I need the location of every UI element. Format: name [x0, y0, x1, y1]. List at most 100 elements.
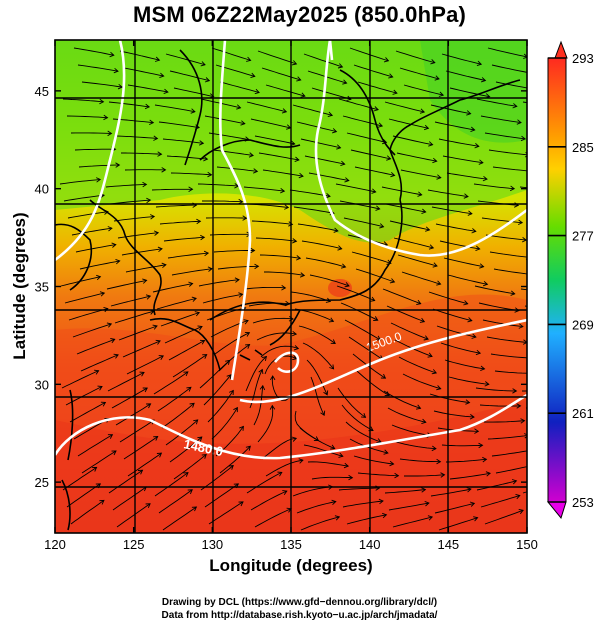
streamline-arrow — [245, 445, 251, 451]
streamline — [430, 104, 471, 115]
streamline-arrow — [340, 160, 346, 167]
streamline-arrow — [238, 198, 244, 205]
streamline-arrow — [189, 402, 195, 408]
streamline-arrow — [475, 349, 482, 356]
streamline — [209, 233, 251, 236]
x-axis-label: Longitude (degrees) — [209, 556, 373, 575]
streamline-arrow — [578, 88, 582, 93]
streamline — [349, 47, 389, 62]
streamline — [396, 152, 437, 162]
streamline — [484, 509, 524, 525]
streamline — [261, 437, 297, 460]
streamline — [202, 200, 243, 203]
streamline-arrow — [425, 226, 431, 232]
streamline-arrow — [250, 72, 256, 79]
streamline — [254, 508, 292, 528]
x-tick-label: 130 — [201, 537, 223, 552]
streamline-arrow — [430, 59, 436, 65]
streamline-arrow — [191, 506, 198, 512]
streamline-arrow — [465, 399, 471, 405]
streamline-arrow — [377, 122, 384, 128]
streamline — [382, 288, 421, 305]
streamline-arrow — [431, 445, 437, 452]
y-tick-label: 35 — [35, 280, 49, 295]
streamline — [307, 461, 349, 467]
streamline-arrow — [225, 359, 231, 365]
streamline-arrow — [392, 89, 398, 95]
streamline-arrow — [564, 511, 569, 515]
streamline — [445, 458, 487, 463]
streamline-arrow — [196, 218, 202, 225]
streamline — [164, 326, 203, 344]
streamline — [158, 121, 200, 128]
streamline — [155, 204, 197, 208]
streamline — [293, 206, 335, 214]
streamline-arrow — [92, 466, 98, 472]
streamline — [386, 305, 425, 323]
streamline — [439, 240, 480, 250]
streamline-arrow — [329, 364, 335, 370]
streamline — [302, 342, 334, 370]
streamline — [474, 285, 515, 295]
streamline-arrow — [428, 244, 435, 250]
streamline-arrow — [325, 297, 332, 303]
streamline-arrow — [153, 135, 159, 141]
streamline — [432, 308, 472, 322]
streamline-arrow — [530, 272, 534, 277]
streamline-arrow — [293, 345, 300, 351]
streamline-arrow — [373, 316, 379, 321]
streamline-arrow — [103, 114, 109, 121]
streamline-arrow — [482, 175, 488, 182]
streamline — [265, 459, 303, 477]
streamline — [108, 469, 143, 494]
streamline-arrow — [280, 188, 286, 194]
streamline — [434, 502, 475, 514]
streamline-arrow — [573, 448, 577, 453]
streamline — [484, 132, 526, 140]
streamline — [489, 251, 527, 258]
graticule — [55, 40, 527, 533]
streamline — [436, 325, 476, 338]
streamline — [198, 279, 240, 287]
streamline-arrow — [327, 111, 334, 118]
streamline-arrow — [469, 501, 476, 507]
streamline-arrow — [578, 370, 582, 375]
streamline-arrow — [200, 61, 206, 67]
streamline-arrow — [389, 460, 395, 467]
streamline — [304, 155, 345, 165]
streamline-arrow — [375, 205, 381, 211]
streamline — [74, 148, 116, 151]
streamline — [246, 471, 283, 494]
streamline — [356, 370, 390, 396]
streamline — [211, 47, 251, 61]
streamline-arrow — [424, 500, 430, 507]
streamline — [399, 458, 441, 463]
streamline-arrow — [296, 76, 302, 82]
streamline-arrow — [258, 368, 264, 374]
streamline — [123, 436, 158, 460]
streamline — [348, 336, 383, 360]
streamline-arrow — [338, 452, 344, 458]
streamline-arrow — [527, 70, 531, 75]
streamline-arrow — [467, 210, 473, 216]
streamline — [392, 135, 433, 146]
streamline — [197, 183, 239, 187]
streamline — [479, 404, 521, 407]
streamline — [257, 50, 297, 65]
streamline — [62, 467, 97, 491]
streamline — [384, 489, 426, 494]
credit-drawing: Drawing by DCL (https://www.gfd−dennou.o… — [161, 597, 438, 608]
streamline — [402, 373, 441, 390]
streamline-arrow — [528, 448, 532, 453]
streamline — [353, 455, 394, 465]
streamline — [301, 240, 342, 250]
streamline — [208, 132, 250, 141]
streamline — [336, 285, 375, 302]
streamline-arrow — [440, 472, 446, 478]
streamline — [473, 183, 515, 190]
streamline — [199, 359, 230, 389]
streamline-arrow — [254, 263, 260, 270]
streamline-arrow — [416, 404, 422, 410]
streamline — [392, 516, 433, 528]
